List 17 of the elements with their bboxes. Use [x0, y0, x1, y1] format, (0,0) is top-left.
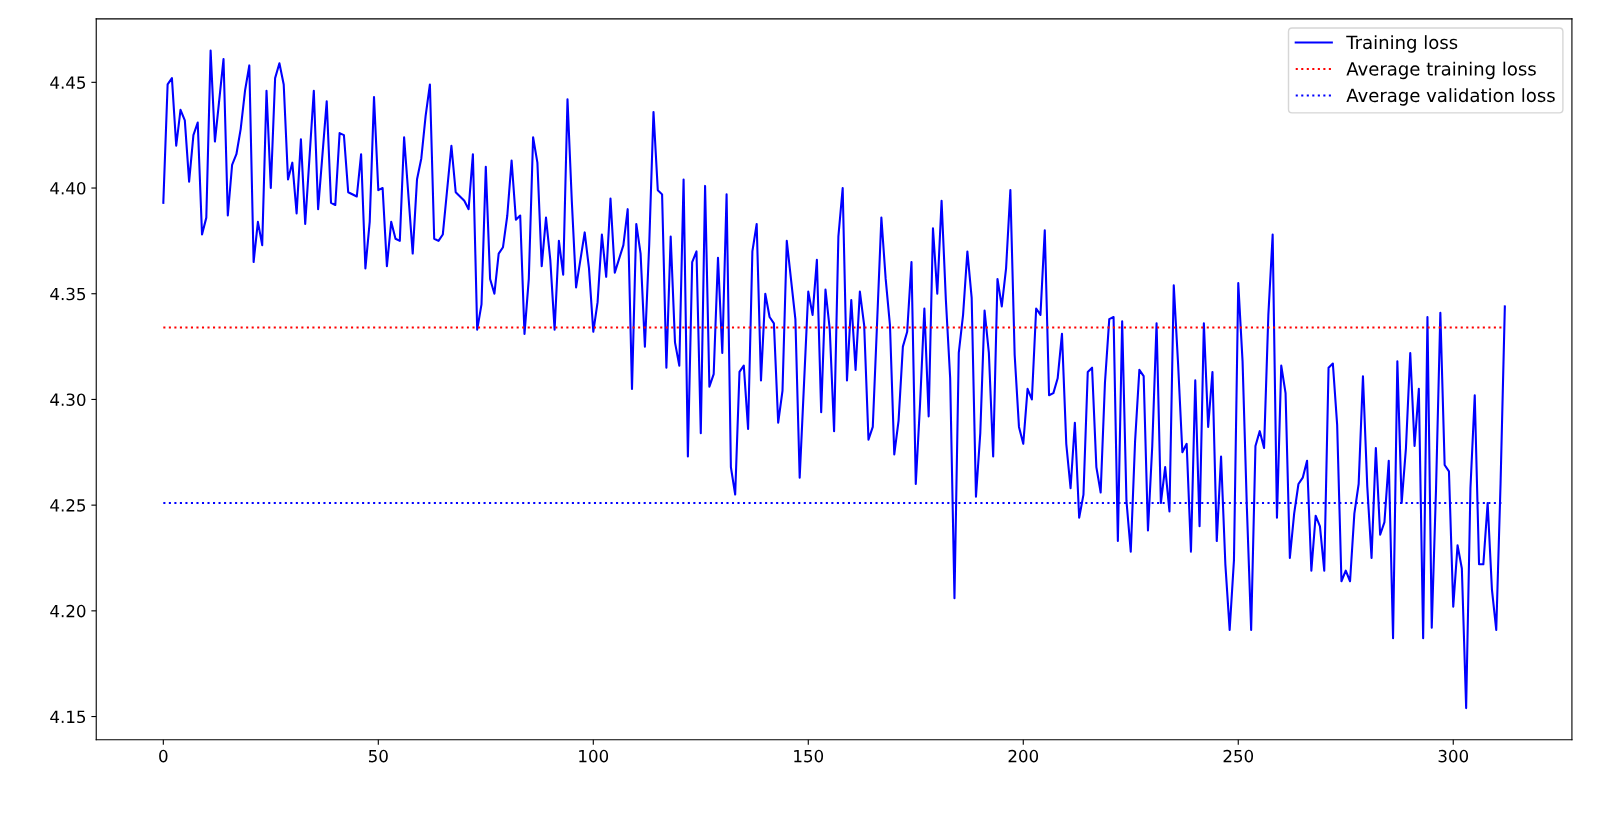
x-tick-label: 100 — [579, 749, 609, 763]
x-tick-label: 0 — [159, 749, 168, 763]
y-tick-label: 4.35 — [50, 287, 86, 301]
x-tick-label: 200 — [1008, 749, 1039, 763]
y-tick-label: 4.30 — [50, 393, 86, 407]
y-tick-label: 4.40 — [50, 181, 86, 195]
x-tick-label: 250 — [1223, 749, 1254, 763]
y-tick-label: 4.25 — [50, 499, 86, 512]
legend-label: Training loss — [1346, 35, 1458, 53]
y-tick-label: 4.15 — [50, 710, 86, 724]
x-tick-label: 50 — [368, 749, 388, 763]
x-tick-label: 150 — [794, 749, 824, 763]
x-tick-label: 300 — [1438, 749, 1469, 763]
y-tick-label: 4.20 — [50, 604, 86, 618]
y-tick-label: 4.45 — [50, 76, 86, 89]
legend-label: Average training loss — [1346, 61, 1536, 80]
legend-label: Average validation loss — [1346, 88, 1555, 106]
